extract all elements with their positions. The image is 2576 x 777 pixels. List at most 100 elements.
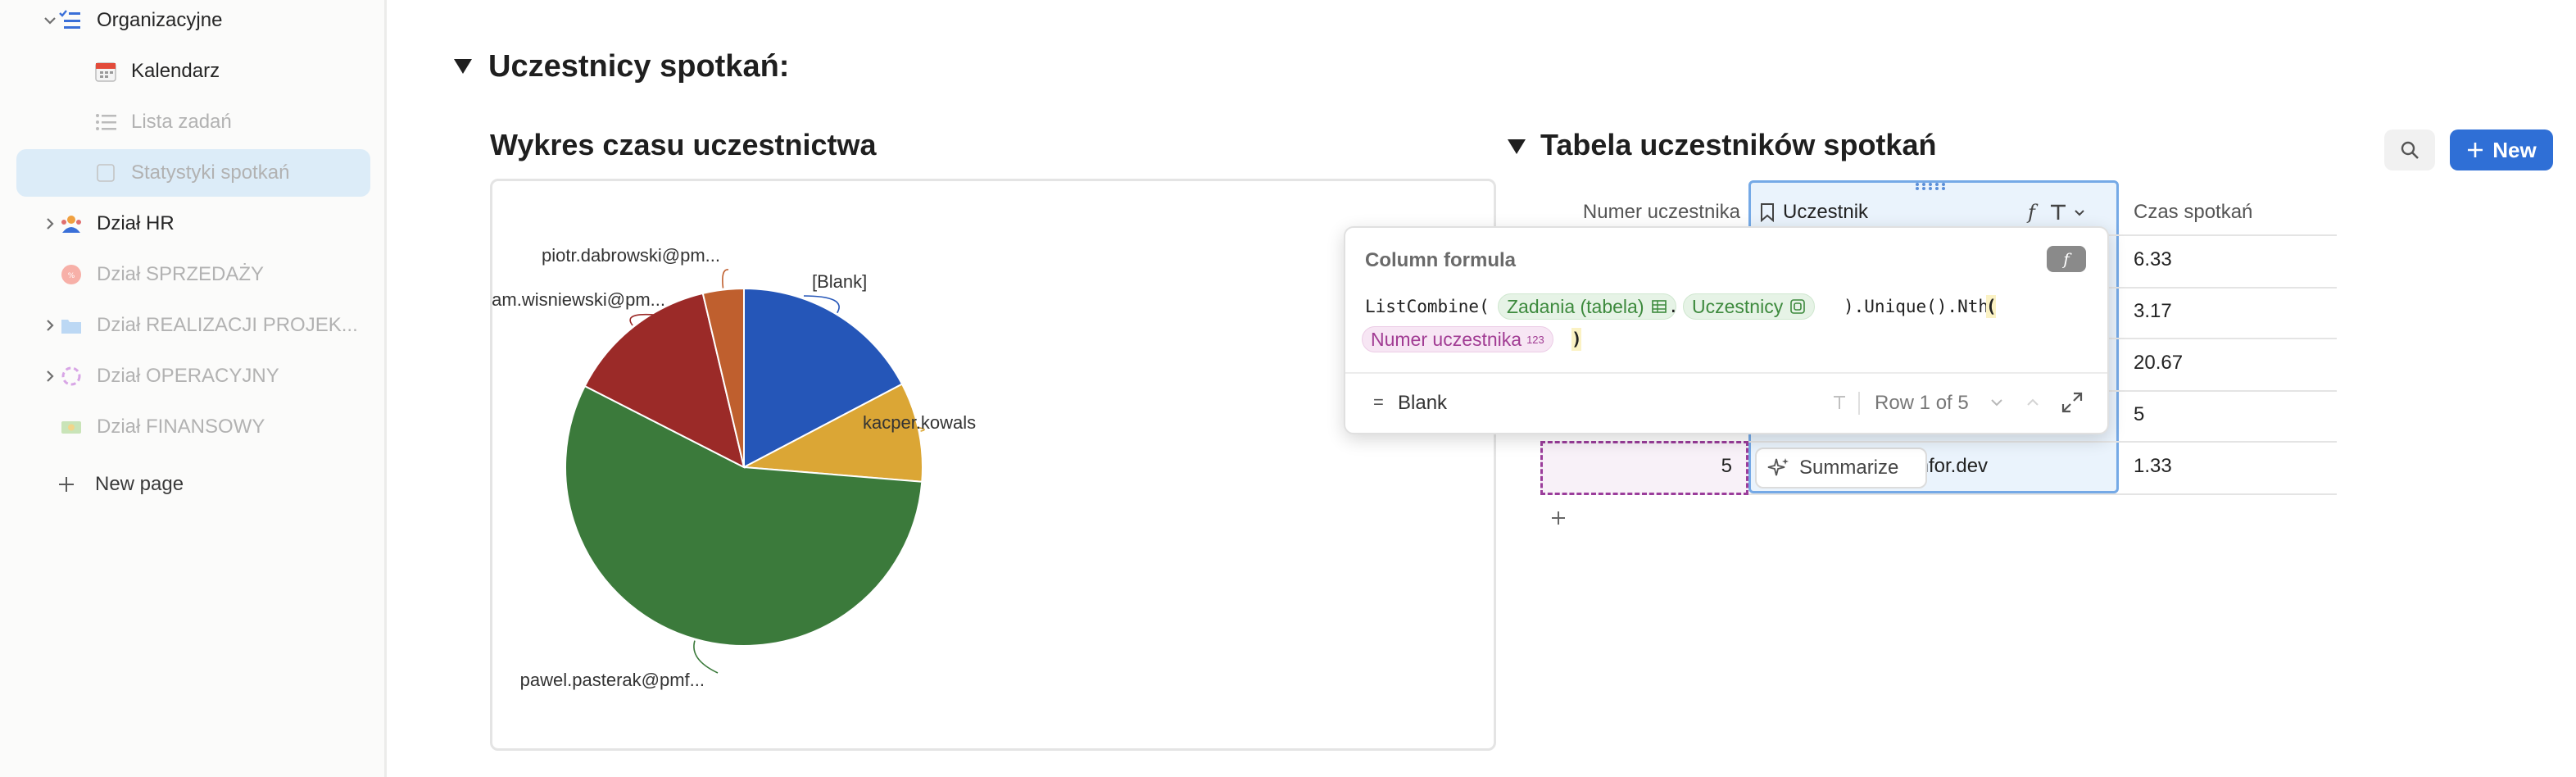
cycle-icon [61, 366, 81, 386]
chevron-down-icon[interactable] [41, 11, 59, 30]
sidebar-item-label: Dział SPRZEDAŻY [97, 263, 265, 285]
table-cell-czas[interactable]: 1.33 [2134, 455, 2172, 477]
pie-slice[interactable] [701, 287, 745, 468]
summarize-label: Summarize [1799, 457, 1899, 479]
plus-icon [2468, 143, 2483, 157]
row-indicator: Row 1 of 5 [1875, 392, 1969, 414]
formula-f-icon[interactable]: f [2047, 246, 2086, 272]
svg-text:f: f [2026, 201, 2039, 224]
formula-chip-zadania[interactable]: Zadania (tabela) [1498, 293, 1676, 320]
new-row-button[interactable]: New [2450, 130, 2553, 170]
text-type-icon[interactable] [1830, 393, 1848, 411]
calendar-icon [95, 62, 116, 82]
popup-title: Column formula [1365, 249, 1516, 271]
sidebar-item-dzial-hr[interactable]: Dział HR [16, 200, 370, 248]
chevron-up-icon[interactable] [2025, 395, 2040, 410]
pie-label: pawel.pasterak@pmf... [520, 670, 705, 690]
chevron-right-icon[interactable] [41, 316, 59, 334]
table-cell-czas[interactable]: 5 [2134, 403, 2145, 425]
plus-icon [59, 477, 74, 492]
search-button[interactable] [2384, 130, 2435, 170]
folder-icon [61, 320, 81, 334]
formula-dot: . [1668, 297, 1679, 316]
new-button-label: New [2492, 137, 2537, 162]
chevron-down-icon[interactable] [2073, 206, 2086, 219]
row-divider [1544, 493, 2337, 495]
summarize-button[interactable]: Summarize [1755, 448, 1927, 488]
table-icon [1651, 300, 1667, 313]
paren-highlight [1571, 328, 1581, 351]
sidebar-item-label: Dział FINANSOWY [97, 416, 265, 438]
pie-leader-line [803, 295, 840, 314]
sparkle-icon [1767, 458, 1789, 476]
chip-label: Uczestnicy [1692, 295, 1784, 317]
expand-icon[interactable] [2060, 390, 2084, 415]
sidebar-item-label: Organizacyjne [97, 9, 223, 31]
search-icon [2401, 141, 2419, 159]
paren-highlight [1986, 295, 1996, 318]
chevron-right-icon[interactable] [41, 215, 59, 233]
sidebar-item-label: Dział OPERACYJNY [97, 365, 279, 387]
table-cell-czas[interactable]: 3.17 [2134, 300, 2172, 322]
sidebar-item-label: Statystyki spotkań [131, 161, 290, 184]
pie-label: kacper.kowals [863, 412, 976, 433]
pie-leader-line [722, 269, 729, 289]
pie-label: adam.wisniewski@pm... [492, 289, 665, 310]
formula-paren: ( [1986, 297, 1997, 316]
selected-cell-numer[interactable] [1540, 441, 1748, 495]
sale-badge-icon: % [61, 265, 81, 284]
page-icon [97, 164, 115, 182]
lookup-icon [1790, 299, 1806, 314]
pie-slice[interactable] [743, 287, 904, 469]
pie-label: piotr.dabrowski@pm... [542, 245, 720, 266]
sidebar-item-label: Lista zadań [131, 111, 232, 133]
sidebar-item-dzial-finansowy[interactable]: Dział FINANSOWY [16, 403, 370, 451]
chip-label: Zadania (tabela) [1507, 295, 1644, 317]
column-formula-popup[interactable]: Column formula f ListCombine( Zadania (t… [1344, 226, 2109, 434]
sidebar-item-lista-zadan[interactable]: Lista zadań [16, 98, 370, 146]
number-type-icon: 123 [1526, 333, 1544, 346]
sidebar-item-dzial-sprzedazy[interactable]: % Dział SPRZEDAŻY [16, 251, 370, 298]
chart-title: Wykres czasu uczestnictwa [490, 128, 877, 161]
formula-code: ).Unique().Nth [1844, 297, 1989, 316]
column-header-label: Uczestnik [1783, 201, 1869, 223]
column-header-czas[interactable]: Czas spotkań [2134, 189, 2297, 236]
formula-code: ListCombine( [1365, 297, 1490, 316]
section-toggle-icon[interactable] [454, 59, 472, 74]
result-value: Blank [1398, 392, 1448, 414]
result-equals: = [1373, 392, 1384, 412]
add-row-icon[interactable] [1549, 508, 1568, 528]
badge-label: f [2063, 249, 2070, 269]
section-title: Uczestnicy spotkań: [488, 49, 790, 84]
column-header-uczestnik[interactable]: Uczestnik f [1758, 189, 2111, 236]
sidebar-item-kalendarz[interactable]: Kalendarz [16, 48, 370, 95]
sidebar-item-organizacyjne[interactable]: Organizacyjne [16, 0, 370, 44]
chevron-down-icon[interactable] [1989, 395, 2004, 410]
table-title: Tabela uczestników spotkań [1540, 128, 1937, 161]
formula-paren: ) [1571, 329, 1582, 349]
column-drag-handle-icon[interactable] [1914, 182, 1948, 190]
sidebar-item-dzial-realizacji[interactable]: Dział REALIZACJI PROJEK... [16, 302, 370, 349]
formula-chip-uczestnicy[interactable]: Uczestnicy [1683, 293, 1816, 320]
column-header-numer[interactable]: Numer uczestnika [1576, 189, 1740, 236]
text-type-icon[interactable] [2048, 202, 2068, 222]
table-cell-czas[interactable]: 6.33 [2134, 248, 2172, 270]
sidebar-item-label: Kalendarz [131, 60, 220, 82]
table-cell-czas[interactable]: 20.67 [2134, 352, 2184, 374]
sidebar-item-dzial-operacyjny[interactable]: Dział OPERACYJNY [16, 352, 370, 400]
table-toggle-icon[interactable] [1508, 139, 1526, 154]
chevron-right-icon[interactable] [41, 367, 59, 385]
money-icon [61, 421, 81, 434]
new-page-button[interactable]: New page [16, 461, 370, 508]
pie-slice[interactable] [565, 384, 923, 647]
column-header-label: Czas spotkań [2134, 201, 2253, 223]
formula-chip-numer[interactable]: Numer uczestnika 123 [1362, 326, 1553, 352]
pie-slice[interactable] [741, 383, 923, 483]
checklist-icon [59, 10, 80, 29]
sidebar-item-statystyki[interactable]: Statystyki spotkań [16, 149, 370, 197]
formula-icon[interactable]: f [2025, 201, 2043, 224]
table-cell-numer[interactable]: 5 [1721, 455, 1732, 477]
pie-slice[interactable] [583, 292, 746, 469]
pie-chart: [Blank] kacper.kowals pawel.pasterak@pmf..… [492, 245, 976, 690]
chart-card: [Blank] kacper.kowals pawel.pasterak@pmf..… [490, 179, 1496, 751]
